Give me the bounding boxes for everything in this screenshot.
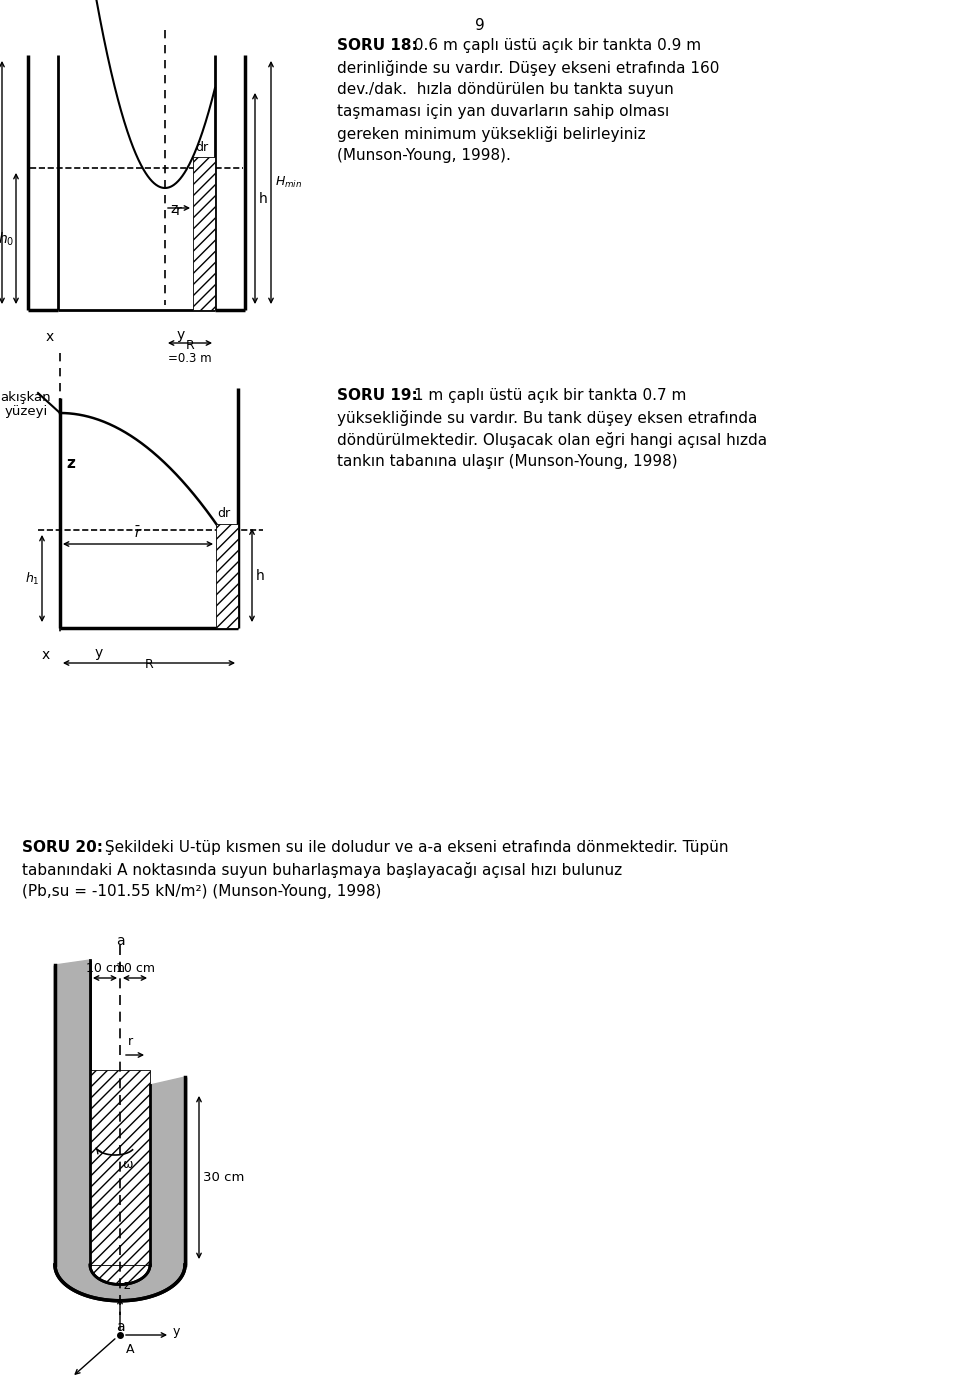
- Polygon shape: [150, 1077, 185, 1264]
- Text: z: z: [123, 1278, 130, 1292]
- Text: SORU 18:: SORU 18:: [337, 37, 418, 53]
- Text: 30 cm: 30 cm: [203, 1171, 245, 1184]
- Text: $H_{min}$: $H_{min}$: [275, 175, 302, 190]
- Polygon shape: [55, 960, 90, 1264]
- Text: x: x: [42, 648, 50, 662]
- Text: R: R: [145, 658, 154, 670]
- Text: $\bar{r}$: $\bar{r}$: [133, 525, 142, 541]
- Text: yüzeyi: yüzeyi: [5, 405, 48, 418]
- Text: taşmaması için yan duvarların sahip olması: taşmaması için yan duvarların sahip olma…: [337, 104, 669, 119]
- Text: dr: dr: [195, 140, 208, 154]
- Text: SORU 20:: SORU 20:: [22, 840, 103, 855]
- Text: y: y: [177, 328, 185, 341]
- Text: (Pb,su = -101.55 kN/m²) (Munson-Young, 1998): (Pb,su = -101.55 kN/m²) (Munson-Young, 1…: [22, 884, 381, 899]
- Text: 10 cm: 10 cm: [115, 962, 155, 974]
- Text: tabanındaki A noktasında suyun buharlaşmaya başlayacağı açısal hızı bulunuz: tabanındaki A noktasında suyun buharlaşm…: [22, 862, 622, 879]
- Text: tankın tabanına ulaşır (Munson-Young, 1998): tankın tabanına ulaşır (Munson-Young, 19…: [337, 454, 678, 469]
- Text: z: z: [66, 455, 75, 471]
- Text: dr: dr: [217, 507, 230, 519]
- Text: $h_0$: $h_0$: [0, 230, 14, 247]
- Text: R: R: [185, 339, 194, 353]
- Bar: [90, 1070, 150, 1264]
- Text: (Munson-Young, 1998).: (Munson-Young, 1998).: [337, 149, 511, 162]
- Text: derinliğinde su vardır. Düşey ekseni etrafında 160: derinliğinde su vardır. Düşey ekseni etr…: [337, 60, 719, 76]
- Text: y: y: [95, 645, 104, 661]
- Polygon shape: [90, 1070, 150, 1264]
- Bar: [216, 523, 238, 627]
- Text: =0.3 m: =0.3 m: [168, 353, 212, 365]
- Text: A: A: [126, 1344, 134, 1356]
- Text: y: y: [173, 1326, 180, 1338]
- Text: Şekildeki U-tüp kısmen su ile doludur ve a-a ekseni etrafında dönmektedir. Tüpün: Şekildeki U-tüp kısmen su ile doludur ve…: [100, 840, 729, 855]
- Text: gereken minimum yüksekliği belirleyiniz: gereken minimum yüksekliği belirleyiniz: [337, 126, 646, 142]
- Text: 10 cm: 10 cm: [85, 962, 125, 974]
- Text: r: r: [128, 1035, 133, 1048]
- Text: 9: 9: [475, 18, 485, 33]
- Text: döndürülmektedir. Oluşacak olan eğri hangi açısal hızda: döndürülmektedir. Oluşacak olan eğri han…: [337, 432, 767, 448]
- Polygon shape: [55, 1264, 185, 1301]
- Text: 1 m çaplı üstü açık bir tankta 0.7 m: 1 m çaplı üstü açık bir tankta 0.7 m: [409, 389, 686, 403]
- Text: yüksekliğinde su vardır. Bu tank düşey eksen etrafında: yüksekliğinde su vardır. Bu tank düşey e…: [337, 409, 757, 426]
- Text: h: h: [256, 569, 265, 583]
- Text: dev./dak.  hızla döndürülen bu tankta suyun: dev./dak. hızla döndürülen bu tankta suy…: [337, 82, 674, 97]
- Text: x: x: [60, 1385, 66, 1388]
- Text: akışkan: akışkan: [0, 391, 51, 404]
- Bar: [193, 157, 215, 310]
- Text: 0.6 m çaplı üstü açık bir tankta 0.9 m: 0.6 m çaplı üstü açık bir tankta 0.9 m: [409, 37, 701, 53]
- Text: SORU 19:: SORU 19:: [337, 389, 418, 403]
- Text: a: a: [116, 934, 124, 948]
- Polygon shape: [90, 1264, 150, 1284]
- Text: r: r: [176, 204, 181, 218]
- Text: x: x: [46, 330, 54, 344]
- Text: $h_1$: $h_1$: [25, 570, 40, 587]
- Text: a: a: [116, 1320, 124, 1334]
- Text: z: z: [170, 203, 178, 217]
- Text: ω: ω: [122, 1158, 132, 1171]
- Text: h: h: [259, 192, 268, 205]
- Polygon shape: [90, 1264, 150, 1284]
